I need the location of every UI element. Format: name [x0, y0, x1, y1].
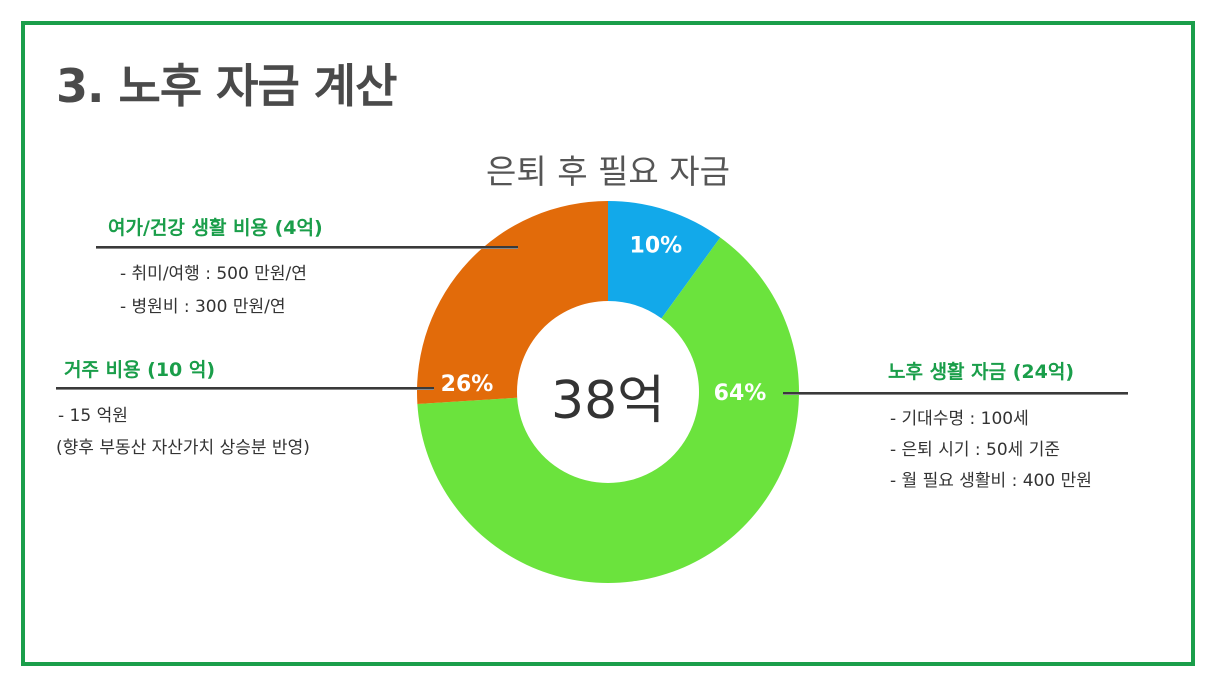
leisure-item-hospital: - 병원비 : 300 만원/연 [120, 297, 286, 317]
living-leader-line [783, 392, 1128, 395]
chart-title: 은퇴 후 필요 자금 [486, 152, 730, 191]
living-funds-heading: 노후 생활 자금 (24억) [888, 361, 1075, 383]
living-item-life-expectancy: - 기대수명 : 100세 [890, 409, 1029, 429]
housing-heading: 거주 비용 (10 억) [64, 359, 216, 381]
donut-slice-0 [608, 201, 721, 319]
living-item-monthly-cost: - 월 필요 생활비 : 400 만원 [890, 471, 1092, 491]
leisure-item-hobby: - 취미/여행 : 500 만원/연 [120, 264, 307, 284]
donut-slice-2 [417, 201, 608, 404]
slice-label-2: 26% [441, 372, 494, 397]
leisure-health-heading: 여가/건강 생활 비용 (4억) [108, 217, 323, 239]
page-title: 3. 노후 자금 계산 [56, 59, 397, 113]
leisure-leader-line [96, 246, 518, 249]
slide-frame [21, 21, 1195, 666]
housing-item-note: (향후 부동산 자산가치 상승분 반영) [56, 438, 310, 458]
housing-leader-line [56, 387, 434, 390]
slice-label-1: 64% [714, 381, 767, 406]
living-item-retirement-age: - 은퇴 시기 : 50세 기준 [890, 440, 1060, 460]
center-total-label: 38억 [551, 371, 665, 431]
slice-label-0: 10% [630, 234, 683, 259]
housing-item-amount: - 15 억원 [58, 406, 128, 426]
donut-slice-1 [417, 237, 799, 583]
